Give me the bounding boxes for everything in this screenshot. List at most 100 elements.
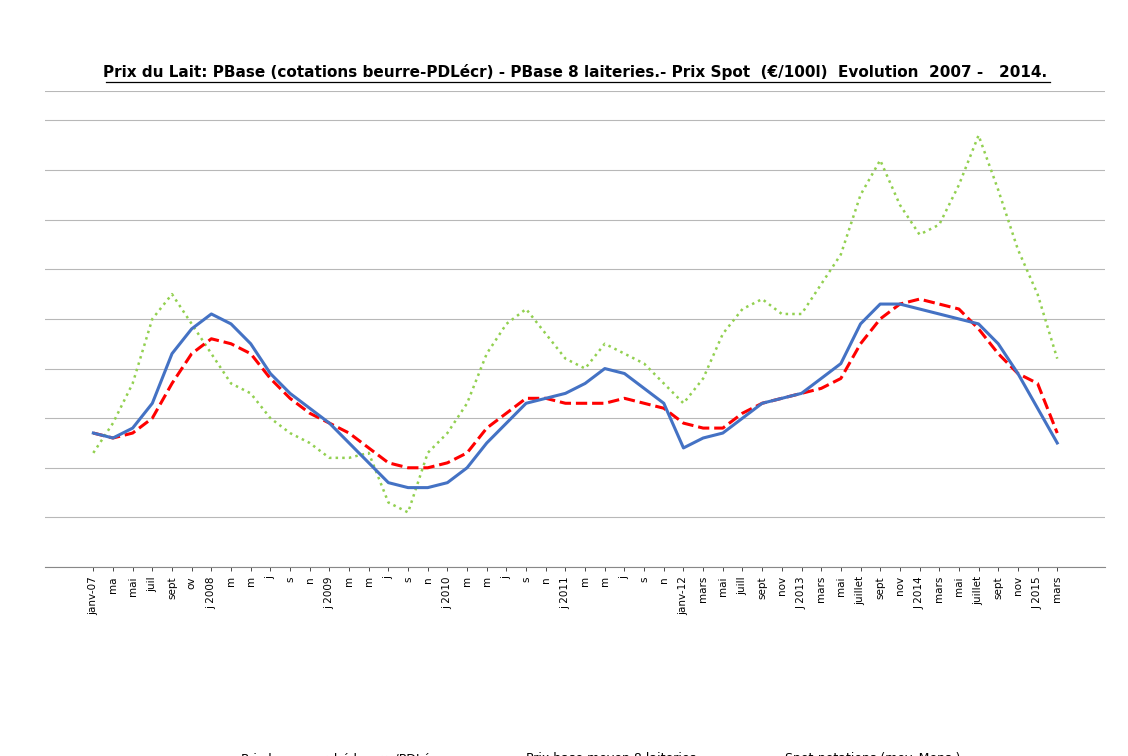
Prix base moyen 8 laiteries [795,389,809,398]
Prix base marché beurre/PDLéc [735,414,749,423]
Prix base moyen 8 laiteries [224,339,238,349]
Prix base moyen 8 laiteries [735,409,749,418]
Spot-notations (moy. Mens.) [323,454,336,463]
Prix base moyen 8 laiteries [579,398,592,407]
Spot-notations (moy. Mens.) [519,305,532,314]
Prix base moyen 8 laiteries [834,374,847,383]
Prix base moyen 8 laiteries [519,394,532,403]
Prix base moyen 8 laiteries [204,334,218,343]
Spot-notations (moy. Mens.) [185,319,199,328]
Prix base marché beurre/PDLéc [342,438,355,448]
Prix base marché beurre/PDLéc [87,429,100,438]
Prix base marché beurre/PDLéc [893,299,907,308]
Prix base marché beurre/PDLéc [854,319,867,328]
Prix base moyen 8 laiteries [481,423,494,432]
Legend: Prix base marché beurre/PDLéc, Prix base moyen 8 laiteries, Spot-notations (moy.: Prix base marché beurre/PDLéc, Prix base… [185,748,966,756]
Prix base marché beurre/PDLéc [716,429,730,438]
Spot-notations (moy. Mens.) [1031,290,1045,299]
Prix base moyen 8 laiteries [775,394,788,403]
Prix base marché beurre/PDLéc [381,478,395,487]
Prix base moyen 8 laiteries [972,324,986,333]
Spot-notations (moy. Mens.) [500,319,513,328]
Spot-notations (moy. Mens.) [618,349,632,358]
Spot-notations (moy. Mens.) [204,349,218,358]
Prix base marché beurre/PDLéc [264,369,277,378]
Spot-notations (moy. Mens.) [342,454,355,463]
Prix base marché beurre/PDLéc [165,349,178,358]
Spot-notations (moy. Mens.) [106,419,120,428]
Prix base marché beurre/PDLéc [500,419,513,428]
Prix base marché beurre/PDLéc [834,359,847,368]
Spot-notations (moy. Mens.) [165,290,178,299]
Spot-notations (moy. Mens.) [677,398,690,407]
Spot-notations (moy. Mens.) [893,200,907,209]
Spot-notations (moy. Mens.) [756,295,769,304]
Prix base moyen 8 laiteries [952,305,966,314]
Line: Prix base marché beurre/PDLéc: Prix base marché beurre/PDLéc [94,304,1057,488]
Prix base marché beurre/PDLéc [913,305,926,314]
Prix base marché beurre/PDLéc [402,483,415,492]
Prix base marché beurre/PDLéc [814,374,828,383]
Prix base moyen 8 laiteries [264,374,277,383]
Prix base marché beurre/PDLéc [677,443,690,452]
Line: Spot-notations (moy. Mens.): Spot-notations (moy. Mens.) [94,135,1057,513]
Prix base marché beurre/PDLéc [481,438,494,448]
Spot-notations (moy. Mens.) [244,389,257,398]
Prix base moyen 8 laiteries [893,299,907,308]
Prix base moyen 8 laiteries [362,443,376,452]
Spot-notations (moy. Mens.) [873,156,887,165]
Prix base marché beurre/PDLéc [323,419,336,428]
Prix base moyen 8 laiteries [854,339,867,349]
Spot-notations (moy. Mens.) [441,429,455,438]
Prix base marché beurre/PDLéc [126,423,140,432]
Prix base marché beurre/PDLéc [598,364,611,373]
Spot-notations (moy. Mens.) [795,309,809,318]
Prix base moyen 8 laiteries [460,448,474,457]
Title: Prix du Lait: PBase (cotations beurre-PDLécr) - PBase 8 laiteries.- Prix Spot  (: Prix du Lait: PBase (cotations beurre-PD… [104,64,1047,80]
Prix base moyen 8 laiteries [637,398,651,407]
Prix base moyen 8 laiteries [500,409,513,418]
Prix base marché beurre/PDLéc [558,389,572,398]
Spot-notations (moy. Mens.) [735,305,749,314]
Prix base moyen 8 laiteries [558,398,572,407]
Prix base moyen 8 laiteries [421,463,434,472]
Spot-notations (moy. Mens.) [402,508,415,517]
Prix base marché beurre/PDLéc [283,389,297,398]
Spot-notations (moy. Mens.) [854,191,867,200]
Spot-notations (moy. Mens.) [381,498,395,507]
Prix base marché beurre/PDLéc [952,314,966,324]
Prix base moyen 8 laiteries [126,429,140,438]
Spot-notations (moy. Mens.) [481,349,494,358]
Prix base moyen 8 laiteries [992,349,1005,358]
Prix base marché beurre/PDLéc [441,478,455,487]
Spot-notations (moy. Mens.) [224,379,238,388]
Spot-notations (moy. Mens.) [913,230,926,239]
Spot-notations (moy. Mens.) [656,379,670,388]
Prix base marché beurre/PDLéc [362,458,376,467]
Prix base marché beurre/PDLéc [106,433,120,442]
Spot-notations (moy. Mens.) [972,131,986,140]
Prix base marché beurre/PDLéc [873,299,887,308]
Prix base marché beurre/PDLéc [579,379,592,388]
Spot-notations (moy. Mens.) [283,429,297,438]
Prix base marché beurre/PDLéc [185,324,199,333]
Prix base moyen 8 laiteries [283,394,297,403]
Spot-notations (moy. Mens.) [460,398,474,407]
Prix base moyen 8 laiteries [303,409,317,418]
Prix base moyen 8 laiteries [933,299,946,308]
Prix base marché beurre/PDLéc [421,483,434,492]
Prix base moyen 8 laiteries [656,404,670,413]
Prix base moyen 8 laiteries [1011,369,1024,378]
Prix base moyen 8 laiteries [402,463,415,472]
Prix base moyen 8 laiteries [913,295,926,304]
Spot-notations (moy. Mens.) [579,364,592,373]
Prix base moyen 8 laiteries [756,398,769,407]
Prix base marché beurre/PDLéc [992,339,1005,349]
Spot-notations (moy. Mens.) [696,374,710,383]
Prix base moyen 8 laiteries [106,433,120,442]
Prix base moyen 8 laiteries [1031,379,1045,388]
Spot-notations (moy. Mens.) [1011,245,1024,254]
Prix base marché beurre/PDLéc [1031,404,1045,413]
Line: Prix base moyen 8 laiteries: Prix base moyen 8 laiteries [94,299,1057,468]
Spot-notations (moy. Mens.) [834,250,847,259]
